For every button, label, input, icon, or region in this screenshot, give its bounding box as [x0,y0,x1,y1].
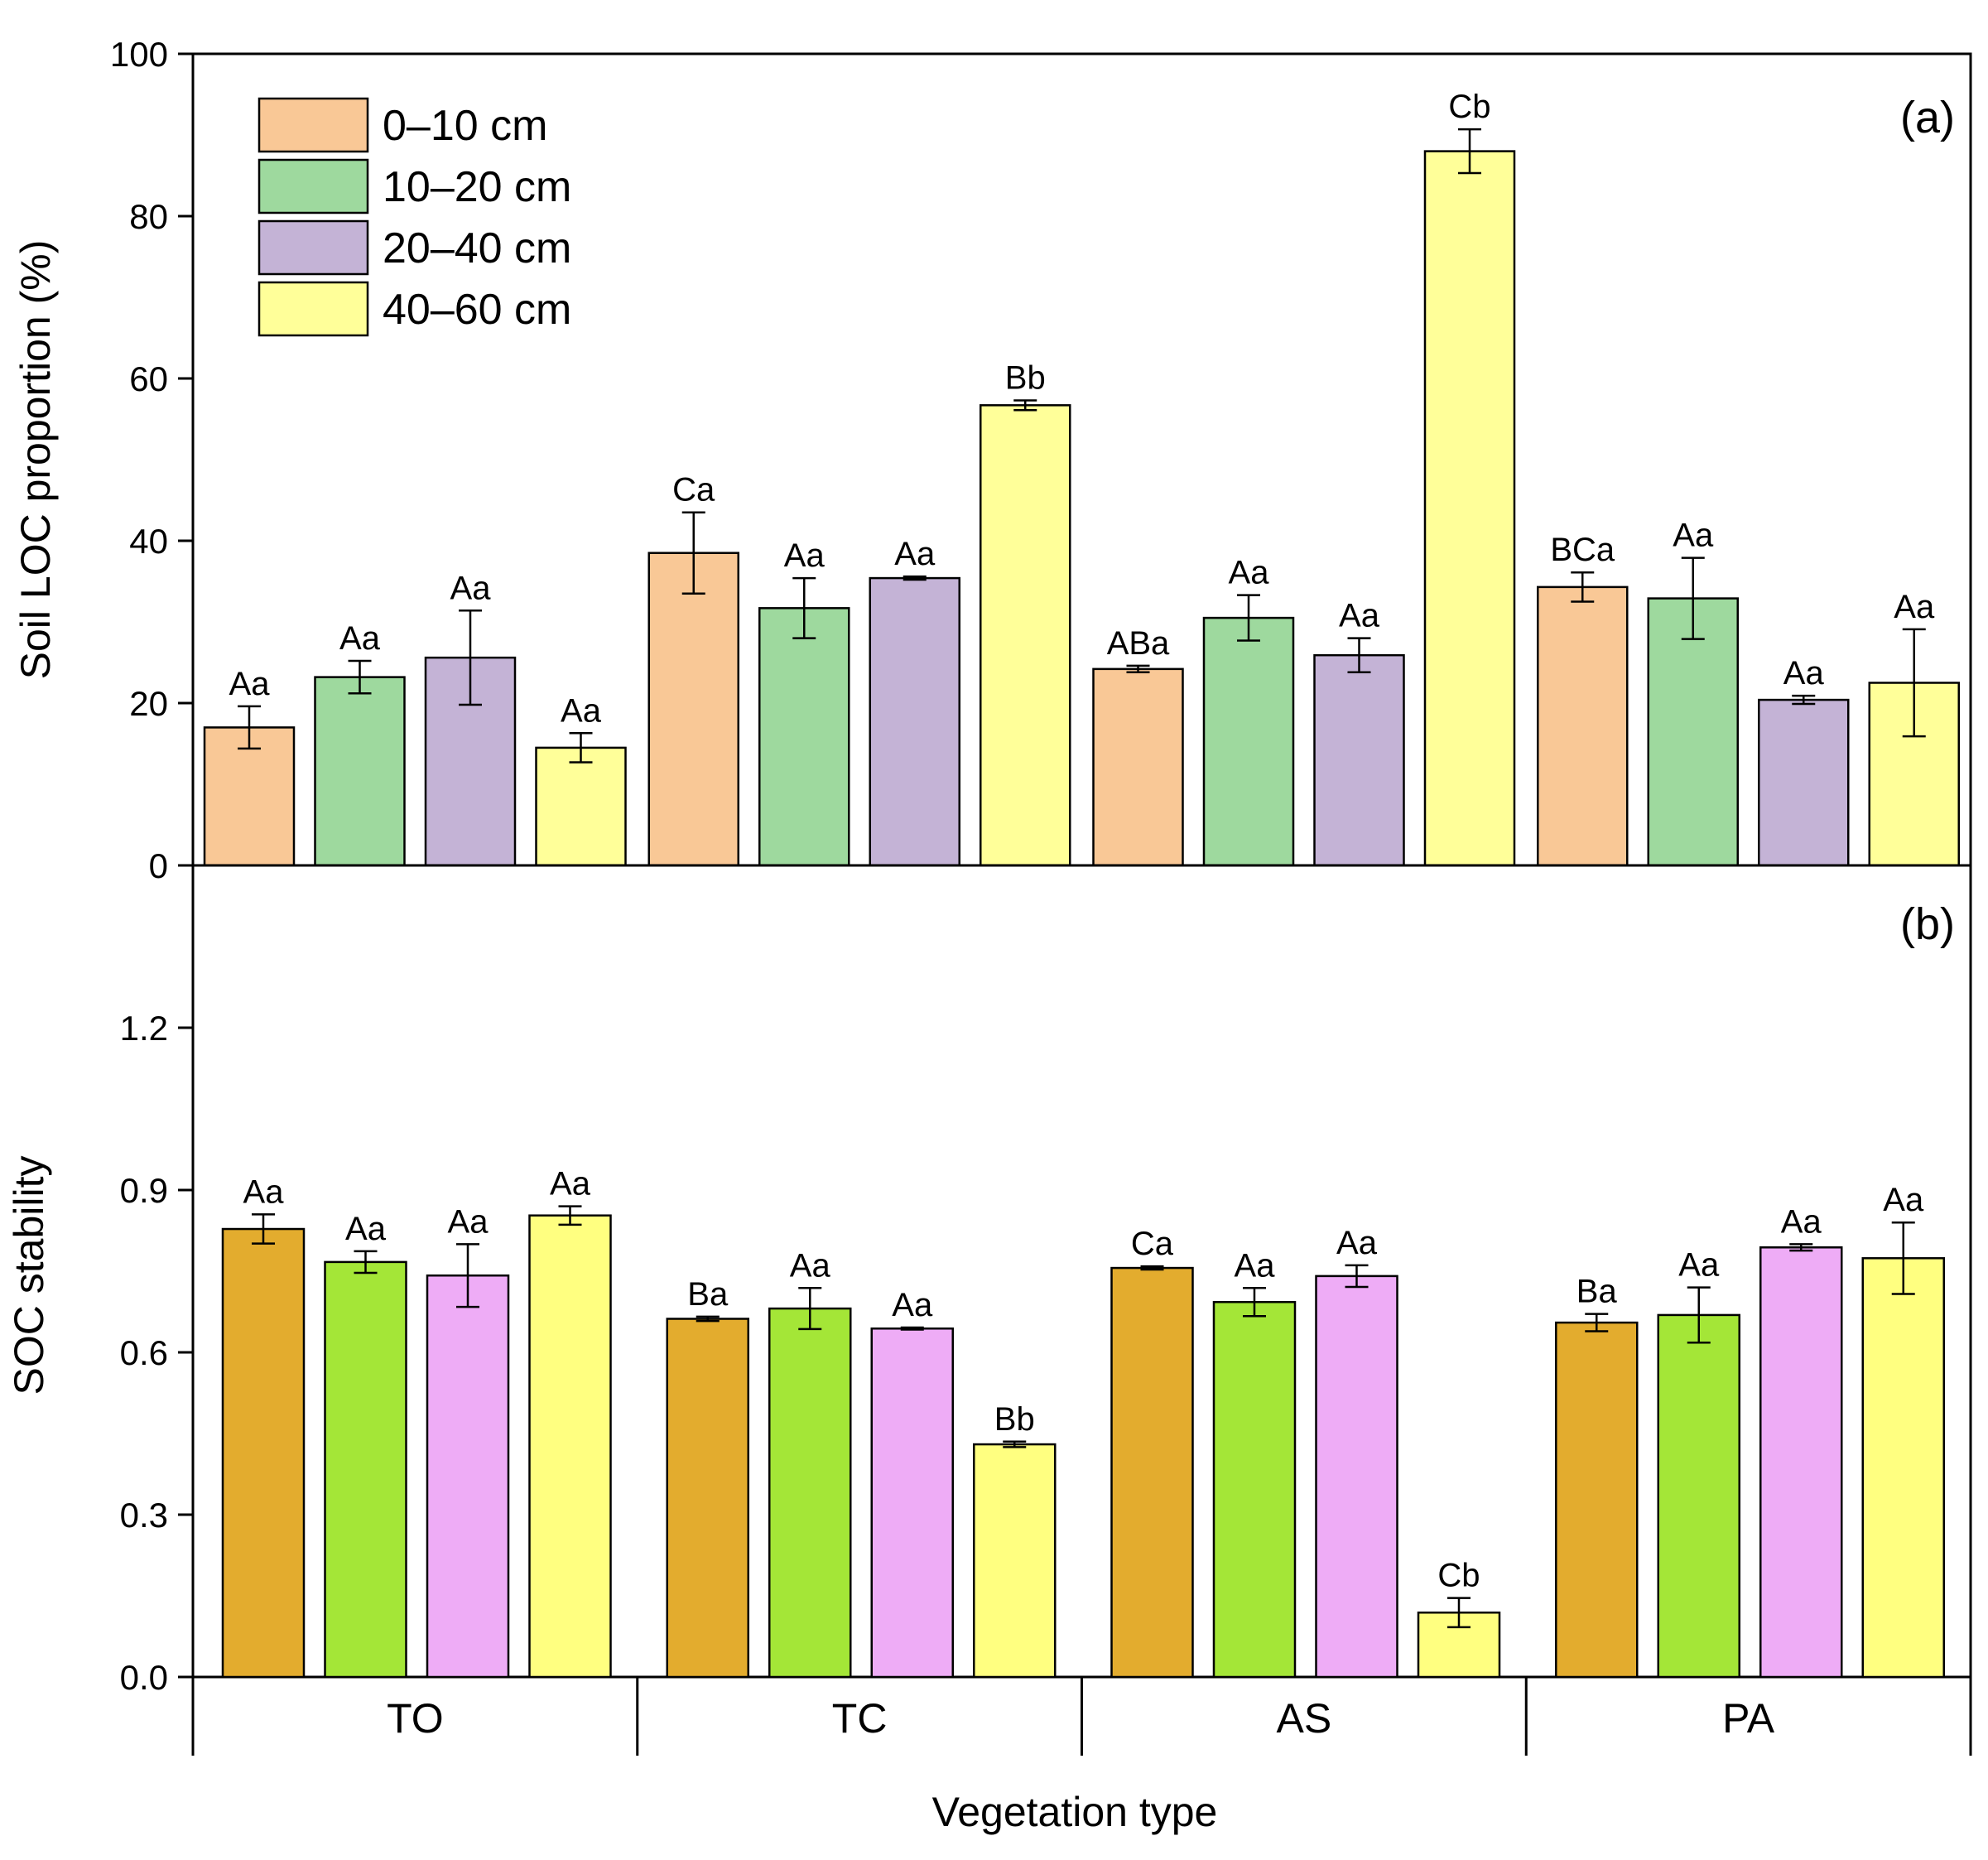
y-tick-label: 1.2 [120,1009,168,1048]
x-category-label-tc: TC [832,1695,888,1742]
bar-a-tc-1 [647,552,739,867]
bar-a-tc-3 [869,576,960,867]
significance-label: Aa [345,1211,387,1247]
bar-a-as-2 [1202,616,1295,867]
significance-label: ABa [1107,625,1170,662]
y-tick-label: 100 [110,35,168,74]
bar-b-pa-4 [1861,1257,1945,1679]
y-axis-title-a: Soil LOC proportion (%) [12,240,59,680]
significance-label: Aa [892,1287,933,1323]
y-tick-label: 20 [129,684,168,723]
y-tick-label: 0.9 [120,1171,168,1210]
legend-label-1: 0–10 cm [383,102,547,150]
bar-b-tc-1 [666,1318,749,1679]
significance-label: Ba [687,1276,729,1313]
significance-label: Aa [894,536,936,572]
x-axis-title: Vegetation type [932,1789,1218,1835]
bar-b-pa-2 [1657,1313,1740,1679]
significance-label: Bb [1005,359,1046,396]
bar-a-pa-3 [1758,698,1850,867]
bar-a-as-1 [1092,667,1184,867]
panel-label-b: (b) [1900,899,1955,949]
significance-label: Aa [1883,1182,1924,1218]
significance-label: BCa [1550,532,1615,568]
bar-a-as-4 [1423,150,1516,867]
x-axis: TO TC AS PA [191,1677,1972,1756]
panel-label-a: (a) [1900,93,1955,142]
significance-label: Aa [339,620,381,657]
y-tick-label: 40 [129,522,168,561]
significance-label: Ca [1131,1226,1174,1262]
significance-label: Aa [561,692,602,729]
legend-swatch-4 [258,281,369,337]
bar-b-tc-3 [870,1328,954,1679]
y-tick-label: 0 [149,846,168,885]
bar-a-tc-4 [980,404,1071,867]
bar-a-to-4 [535,746,627,867]
bar-b-tc-2 [768,1307,852,1679]
y-tick-label: 0.3 [120,1496,168,1535]
bar-a-tc-2 [758,607,850,867]
legend-swatch-1 [258,97,369,153]
legend-label-2: 10–20 cm [383,163,571,211]
bar-b-as-2 [1212,1300,1297,1679]
significance-label: Aa [1336,1225,1378,1261]
significance-label: Aa [229,666,271,702]
significance-label: Aa [784,537,826,574]
bar-b-to-2 [324,1260,407,1679]
significance-label: Aa [1678,1247,1720,1284]
x-category-label-pa: PA [1722,1695,1775,1742]
bar-b-as-1 [1110,1266,1194,1679]
significance-label: Aa [1235,1247,1276,1284]
significance-label: Ba [1576,1274,1618,1310]
significance-label: Aa [1229,555,1270,591]
bar-a-as-3 [1313,653,1405,867]
panel-b: 0.0 0.3 0.6 0.9 1.2 SOC stability (b) Aa Aa Aa Aa B… [6,864,1972,1697]
bar-a-to-2 [314,676,406,867]
bar-b-pa-1 [1555,1321,1639,1679]
bar-a-pa-1 [1537,585,1629,867]
bar-b-to-4 [528,1214,612,1679]
legend: 0–10 cm 10–20 cm 20–40 cm 40–60 cm [258,97,571,337]
significance-label: Aa [1339,598,1380,634]
significance-label: Aa [243,1173,285,1210]
bar-b-to-1 [221,1227,306,1679]
significance-label: Cb [1437,1558,1480,1594]
legend-label-3: 20–40 cm [383,224,571,272]
legend-swatch-2 [258,158,369,214]
legend-label-4: 40–60 cm [383,286,571,334]
significance-label: Aa [1673,518,1714,554]
significance-label: Aa [1783,655,1825,691]
y-tick-label: 80 [129,197,168,236]
bar-a-to-1 [203,726,296,867]
significance-label: Aa [550,1166,591,1202]
significance-label: Ca [672,472,715,508]
significance-label: Aa [1781,1203,1822,1240]
x-category-label-to: TO [387,1695,444,1742]
y-tick-label: 0.0 [120,1658,168,1697]
bar-b-tc-4 [973,1443,1057,1679]
significance-label: Aa [450,570,492,606]
y-tick-label: 0.6 [120,1333,168,1372]
significance-label: Aa [790,1247,831,1284]
legend-swatch-3 [258,219,369,276]
bar-b-pa-3 [1759,1246,1843,1679]
y-tick-label: 60 [129,359,168,398]
significance-label: Bb [994,1401,1035,1438]
significance-label: Cb [1448,89,1490,125]
panel-a: 0 20 40 60 80 100 Soil LOC proportion (%) (a) Aa… [12,35,1972,885]
significance-label: Aa [1894,589,1935,625]
bar-b-as-3 [1315,1275,1398,1679]
x-category-label-as: AS [1277,1695,1332,1742]
bar-b-to-3 [426,1274,510,1679]
significance-label: Aa [448,1203,489,1240]
y-axis-title-b: SOC stability [6,1156,52,1395]
